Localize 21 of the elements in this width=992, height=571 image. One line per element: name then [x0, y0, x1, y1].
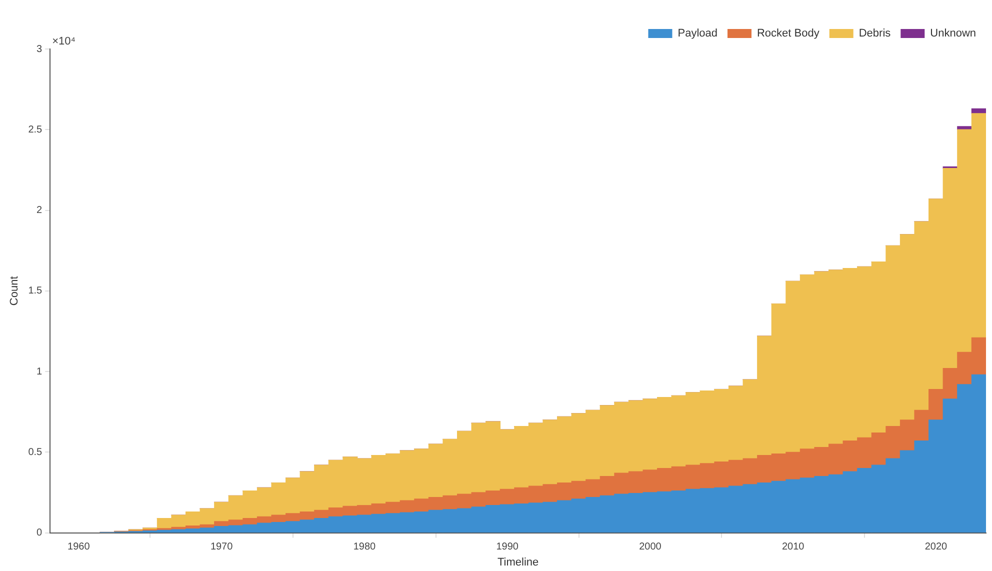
- x-tick-label: 2010: [782, 542, 805, 553]
- y-axis-title: Count: [8, 276, 21, 306]
- x-tick-label: 1980: [353, 542, 376, 553]
- legend-label: Rocket Body: [756, 28, 820, 40]
- x-tick-label: 1970: [210, 542, 234, 553]
- y-tick-label: 2: [36, 205, 43, 216]
- x-tick-label: 2020: [924, 542, 948, 553]
- legend-label: Unknown: [930, 28, 976, 40]
- y-tick-label: 0.5: [28, 446, 43, 458]
- x-tick-label: 2000: [639, 542, 662, 553]
- y-tick-label: 3: [36, 44, 43, 55]
- y-tick-label: 2.5: [28, 124, 43, 136]
- legend-label: Payload: [678, 28, 718, 40]
- legend-label: Debris: [858, 28, 892, 40]
- text: ×10⁴: [52, 36, 76, 48]
- y-tick-label: 0: [36, 528, 43, 539]
- x-tick-label: 1990: [496, 542, 519, 553]
- y-tick-label: 1.5: [28, 286, 43, 297]
- y-tick-label: 1: [36, 366, 43, 378]
- x-axis-title: Timeline: [497, 556, 539, 568]
- x-tick-label: 1960: [68, 542, 90, 553]
